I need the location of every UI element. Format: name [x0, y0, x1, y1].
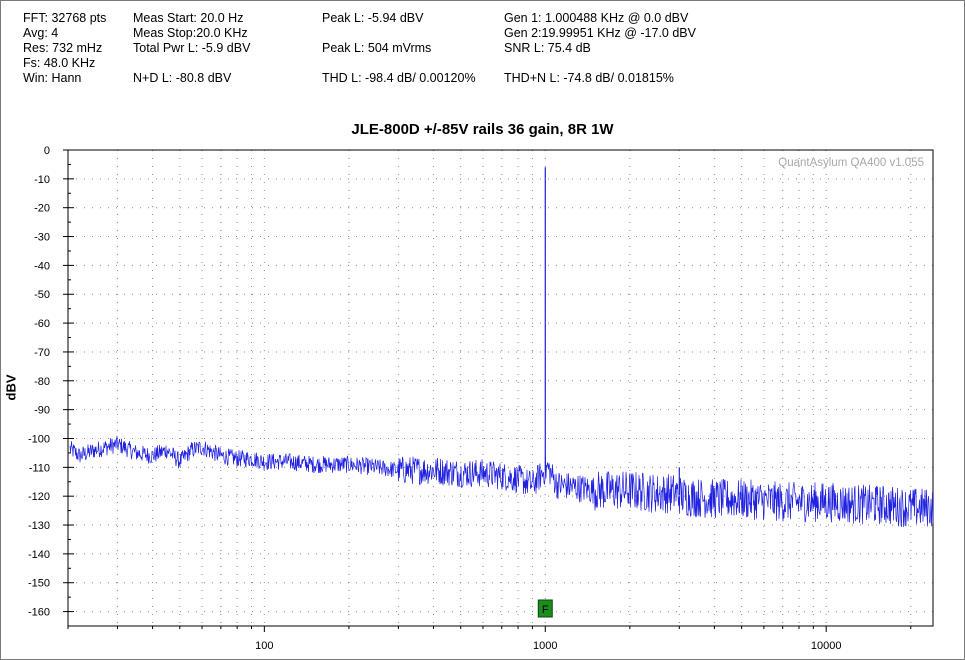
- y-tick-label: -160: [28, 607, 50, 619]
- resolution-stat: Res: 732 mHz: [23, 41, 103, 55]
- y-tick-label: -100: [28, 433, 50, 445]
- y-tick-label: -80: [34, 376, 50, 388]
- y-tick-label: -120: [28, 491, 50, 503]
- snr-stat: SNR L: 75.4 dB: [504, 41, 591, 55]
- axis-ticks: 0 -10 -20 -30 -40 -50 -60 -70 -80 -90 -100 -110 -120…: [28, 145, 912, 652]
- y-tick-label: -30: [34, 232, 50, 244]
- fft-size-stat: FFT: 32768 pts: [23, 11, 107, 25]
- thdn-stat: THD+N L: -74.8 dB/ 0.01815%: [504, 71, 674, 85]
- y-tick-label: -110: [29, 462, 50, 474]
- y-tick-label: -70: [34, 347, 50, 359]
- x-tick-label: 10000: [811, 640, 842, 652]
- grid: [67, 150, 933, 626]
- meas-start-stat: Meas Start: 20.0 Hz: [133, 11, 244, 25]
- x-tick-label: 1000: [533, 640, 557, 652]
- noise-distortion-stat: N+D L: -80.8 dBV: [133, 71, 232, 85]
- y-tick-label: 0: [44, 145, 50, 157]
- y-tick-label: -90: [34, 405, 50, 417]
- y-tick-label: -150: [28, 578, 50, 590]
- fundamental-marker-label[interactable]: F: [542, 604, 549, 616]
- marker-layer[interactable]: F: [537, 599, 553, 618]
- y-tick-label: -140: [28, 549, 50, 561]
- averages-stat: Avg: 4: [23, 26, 59, 40]
- y-tick-label: -40: [34, 260, 50, 272]
- meas-stop-stat: Meas Stop:20.0 KHz: [133, 26, 248, 40]
- total-power-stat: Total Pwr L: -5.9 dBV: [133, 41, 251, 55]
- y-tick-label: -50: [34, 289, 50, 301]
- x-tick-label: 100: [255, 640, 273, 652]
- fundamental-marker[interactable]: [537, 599, 553, 618]
- peak-mv-stat: Peak L: 504 mVrms: [322, 41, 432, 55]
- y-tick-label: -20: [34, 203, 50, 215]
- window-stat: Win: Hann: [23, 71, 82, 85]
- chart-title: JLE-800D +/-85V rails 36 gain, 8R 1W: [351, 121, 614, 138]
- sample-rate-stat: Fs: 48.0 KHz: [23, 56, 96, 70]
- spectrum-trace: [69, 435, 934, 528]
- gen2-stat: Gen 2:19.99951 KHz @ -17.0 dBV: [504, 26, 696, 40]
- gen1-stat: Gen 1: 1.000488 KHz @ 0.0 dBV: [504, 11, 689, 25]
- thd-stat: THD L: -98.4 dB/ 0.00120%: [322, 71, 476, 85]
- y-tick-label: -130: [28, 520, 50, 532]
- peak-dbv-stat: Peak L: -5.94 dBV: [322, 11, 424, 25]
- trace-layer: [69, 167, 934, 528]
- watermark-text: QuantAsylum QA400 v1.055: [778, 157, 924, 169]
- y-tick-label: -60: [34, 318, 50, 330]
- y-tick-label: -10: [34, 174, 50, 186]
- plot-frame: [67, 149, 934, 627]
